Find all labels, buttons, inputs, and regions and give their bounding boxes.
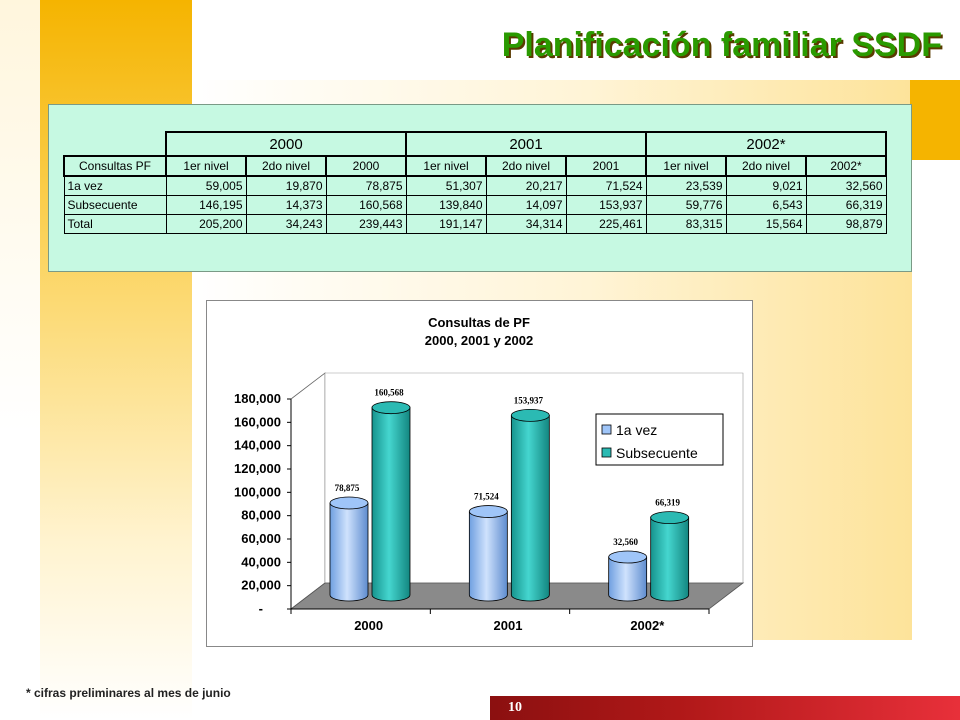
column-header: 2002* xyxy=(805,155,887,177)
table-cell: 14,373 xyxy=(245,195,327,215)
table-cell: 239,443 xyxy=(325,214,407,234)
data-label: 160,568 xyxy=(374,388,404,398)
table-cell: 34,314 xyxy=(485,214,567,234)
column-header: 1er nivel xyxy=(645,155,727,177)
background-left-wash xyxy=(0,0,40,720)
table-cell: 19,870 xyxy=(245,175,327,196)
table-cell: 59,776 xyxy=(645,195,727,215)
data-label: 71,524 xyxy=(474,492,499,502)
y-tick-label: 180,000 xyxy=(234,391,281,406)
footnote: * cifras preliminares al mes de junio xyxy=(26,686,231,700)
chart-subtitle: 2000, 2001 y 2002 xyxy=(425,333,533,348)
x-tick-label: 2001 xyxy=(494,618,523,633)
table-cell: 71,524 xyxy=(565,175,647,196)
column-header: Consultas PF xyxy=(63,155,167,177)
consultas-table: 2000 2001 2002* Consultas PF 1er nivel 2… xyxy=(63,131,887,234)
y-tick-label: 160,000 xyxy=(234,414,281,429)
y-tick-label: 80,000 xyxy=(241,508,281,523)
bar-1a vez-2001 xyxy=(468,511,508,602)
data-label: 66,319 xyxy=(655,498,680,508)
table-cell: 139,840 xyxy=(405,195,487,215)
table-row: Subsecuente 146,195 14,373 160,568 139,8… xyxy=(63,195,887,215)
table-panel: 2000 2001 2002* Consultas PF 1er nivel 2… xyxy=(48,104,912,272)
table-cell: 98,879 xyxy=(805,214,887,234)
slide-title: Planificación familiar SSDF xyxy=(501,26,942,64)
column-header: 2do nivel xyxy=(485,155,567,177)
bar-Subsecuente-2002* xyxy=(650,517,690,602)
table-cell: 15,564 xyxy=(725,214,807,234)
bar-Subsecuente-2000 xyxy=(371,407,411,602)
legend-swatch-subsecuente xyxy=(601,447,612,458)
table-cell: 14,097 xyxy=(485,195,567,215)
y-tick-label: 100,000 xyxy=(234,484,281,499)
background-right-bar xyxy=(910,80,960,160)
page-number-bar xyxy=(490,696,960,720)
legend-box xyxy=(595,413,724,466)
bar-Subsecuente-2001 xyxy=(510,415,550,602)
table-cell: 32,560 xyxy=(805,175,887,196)
y-tick-label: 40,000 xyxy=(241,554,281,569)
bar-top-1a vez-2000 xyxy=(329,496,369,510)
column-header: 1er nivel xyxy=(165,155,247,177)
bar-top-Subsecuente-2000 xyxy=(371,401,411,415)
year-header-2002: 2002* xyxy=(645,131,887,157)
table-row: 1a vez 59,005 19,870 78,875 51,307 20,21… xyxy=(63,175,887,196)
table-cell: 205,200 xyxy=(165,214,247,234)
table-cell: 78,875 xyxy=(325,175,407,196)
chart-title: Consultas de PF xyxy=(428,315,530,330)
table-cell: 225,461 xyxy=(565,214,647,234)
y-tick-label: 120,000 xyxy=(234,461,281,476)
bar-chart: Consultas de PF 2000, 2001 y 2002 - 20,00… xyxy=(234,315,745,633)
bar-top-Subsecuente-2001 xyxy=(510,409,550,422)
table-cell: 59,005 xyxy=(165,175,247,196)
table-cell: 9,021 xyxy=(725,175,807,196)
year-header-2000: 2000 xyxy=(165,131,407,157)
table-cell: 20,217 xyxy=(485,175,567,196)
data-label: 32,560 xyxy=(613,537,638,547)
column-header: 2do nivel xyxy=(725,155,807,177)
table-year-row: 2000 2001 2002* xyxy=(64,131,887,157)
page-number: 10 xyxy=(508,700,522,715)
x-tick-label: 2002* xyxy=(630,618,665,633)
bar-top-Subsecuente-2002* xyxy=(650,511,690,525)
x-tick-label: 2000 xyxy=(354,618,383,633)
table-cell: 191,147 xyxy=(405,214,487,234)
table-corner xyxy=(64,132,166,156)
y-tick-label: 60,000 xyxy=(241,531,281,546)
bar-top-1a vez-2002* xyxy=(608,550,648,564)
y-tick-label: 140,000 xyxy=(234,438,281,453)
table-cell: 160,568 xyxy=(325,195,407,215)
table-cell: 23,539 xyxy=(645,175,727,196)
chart-legend: 1a vez Subsecuente xyxy=(595,413,724,466)
row-label: Subsecuente xyxy=(63,195,167,215)
row-label: 1a vez xyxy=(63,175,167,196)
legend-swatch-1a-vez xyxy=(601,424,612,435)
chart-side-wall xyxy=(290,372,326,610)
table-cell: 146,195 xyxy=(165,195,247,215)
table-cell: 51,307 xyxy=(405,175,487,196)
column-header: 2do nivel xyxy=(245,155,327,177)
data-label: 78,875 xyxy=(335,483,360,493)
table-cell: 83,315 xyxy=(645,214,727,234)
bar-top-1a vez-2001 xyxy=(468,505,508,518)
y-tick-label: 20,000 xyxy=(241,578,281,593)
legend-label-1a-vez: 1a vez xyxy=(616,422,657,438)
column-header: 2000 xyxy=(325,155,407,177)
data-label: 153,937 xyxy=(514,395,544,405)
y-tick-label: - xyxy=(259,601,263,616)
table-cell: 66,319 xyxy=(805,195,887,215)
column-header: 1er nivel xyxy=(405,155,487,177)
legend-label-subsecuente: Subsecuente xyxy=(616,445,698,461)
year-header-2001: 2001 xyxy=(405,131,647,157)
bar-1a vez-2000 xyxy=(329,502,369,602)
chart-box: Consultas de PF 2000, 2001 y 2002 - 20,00… xyxy=(206,300,753,647)
table-cell: 34,243 xyxy=(245,214,327,234)
row-label: Total xyxy=(63,214,167,234)
table-row: Total 205,200 34,243 239,443 191,147 34,… xyxy=(63,214,887,234)
table-cell: 153,937 xyxy=(565,195,647,215)
bar-1a vez-2002* xyxy=(608,556,648,602)
column-header: 2001 xyxy=(565,155,647,177)
table-header-row: Consultas PF 1er nivel 2do nivel 2000 1e… xyxy=(63,155,887,177)
table-cell: 6,543 xyxy=(725,195,807,215)
